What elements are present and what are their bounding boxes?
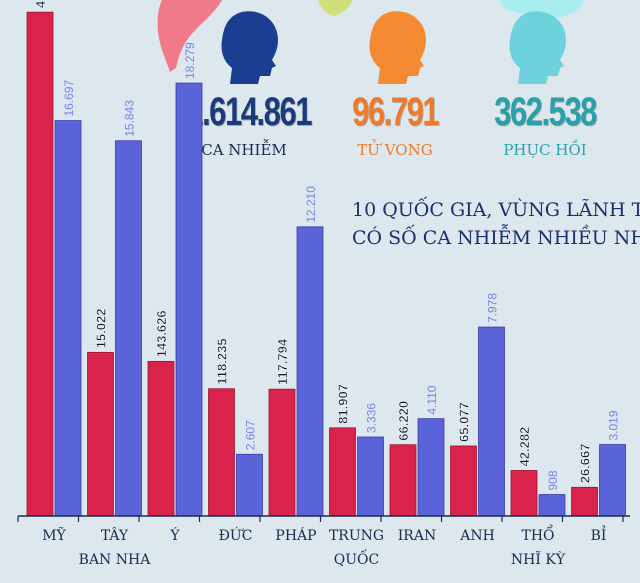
stat-deaths-label: TỬ VONG [357, 141, 433, 159]
bar-infected [510, 470, 538, 517]
map-fragment-green [318, 0, 352, 16]
stat-deaths-value: 96.791 [352, 90, 440, 134]
x-tick-label: THỔ [521, 523, 554, 544]
bar-recovered [417, 418, 445, 517]
x-tick-label: BAN NHA [79, 552, 152, 568]
bar-infected [208, 388, 235, 517]
x-tick-label: Ý [169, 526, 180, 544]
stat-recovered-label: PHỤC HỒI [503, 141, 587, 159]
bar-label-recovered: 15.843 [123, 100, 137, 137]
bar-label-recovered: 3.336 [365, 403, 379, 433]
headline-line-1: 10 QUỐC GIA, VÙNG LÃNH THỔ [352, 199, 640, 221]
bar-infected [329, 427, 356, 517]
bar-recovered [115, 140, 142, 517]
x-tick-label: QUỐC [334, 548, 379, 568]
bar-infected [389, 444, 417, 517]
stat-infected-label: CA NHIỄM [201, 141, 287, 159]
head-icon-infected [221, 11, 278, 84]
bar-label-recovered: 908 [546, 470, 560, 490]
bar-label-infected: 117.794 [275, 338, 290, 385]
stat-deaths: 96.791 TỬ VONG [340, 90, 450, 159]
bar-label-infected: 15.022 [94, 309, 109, 349]
stat-infected: 1.614.861 CA NHIỄM [170, 90, 318, 159]
head-icon-recovered [509, 11, 566, 84]
bar-label-infected: 42.282 [517, 427, 532, 467]
bar-recovered [236, 453, 263, 517]
bar-infected [571, 486, 598, 517]
bar-label-infected: 26.667 [578, 444, 593, 484]
bar-label-infected: 118.235 [215, 338, 230, 384]
bar-label-recovered: 7.978 [486, 293, 500, 323]
bar-label-recovered: 2.607 [244, 420, 258, 450]
bar-recovered [54, 120, 82, 517]
bar-label-infected: 4 [33, 0, 48, 8]
bar-label-recovered: 3.019 [607, 410, 621, 440]
chart-headline: 10 QUỐC GIA, VÙNG LÃNH THỔ CÓ SỐ CA NHIỄ… [352, 196, 640, 252]
bar-infected [450, 445, 477, 517]
bar-recovered [599, 444, 626, 517]
bar-infected [147, 360, 175, 517]
x-tick-label: TÂY [101, 526, 129, 544]
bar-infected [87, 351, 114, 517]
x-tick-label: NHĨ KỲ [511, 550, 566, 568]
map-fragment-pink [157, 0, 222, 72]
bar-recovered [538, 494, 566, 517]
x-tick-label: MỸ [42, 526, 66, 544]
bar-recovered [175, 82, 203, 517]
stat-infected-value: 1.614.861 [186, 90, 312, 134]
bar-label-recovered: 12.210 [304, 186, 318, 223]
bar-recovered [478, 326, 505, 517]
x-tick-label: ĐỨC [219, 526, 253, 544]
head-icon-deaths [369, 11, 426, 84]
bar-label-recovered: 18.279 [183, 42, 197, 79]
bar-label-recovered: 4.110 [425, 385, 439, 414]
x-tick-label: BỈ [591, 524, 607, 544]
bar-recovered [296, 226, 324, 517]
stat-recovered: 362.538 PHỤC HỒI [470, 90, 620, 159]
bar-infected [26, 11, 54, 517]
x-tick-label: ANH [459, 528, 495, 544]
bar-label-infected: 66.220 [396, 401, 411, 441]
bar-label-infected: 81.907 [336, 384, 351, 424]
bar-recovered [357, 436, 384, 517]
bar-infected [268, 388, 296, 517]
x-tick-label: PHÁP [275, 526, 316, 544]
bar-label-recovered: 16.697 [62, 80, 76, 117]
headline-line-2: CÓ SỐ CA NHIỄM NHIỀU NHẤT [352, 227, 640, 249]
map-fragment-cyan [500, 0, 585, 18]
x-tick-label: TRUNG [329, 528, 384, 544]
stat-recovered-value: 362.538 [494, 90, 597, 134]
bar-label-infected: 65.077 [457, 402, 472, 442]
bar-label-infected: 143.626 [154, 310, 169, 357]
x-tick-label: IRAN [398, 528, 436, 544]
